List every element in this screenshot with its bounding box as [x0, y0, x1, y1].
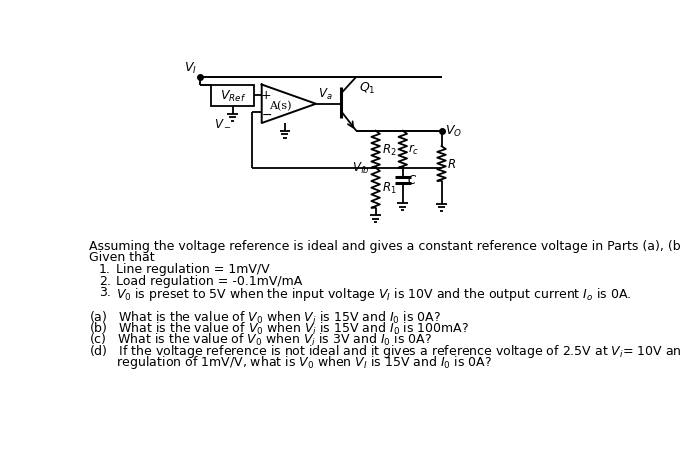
- Text: regulation of 1mV/V, what is $V_0$ when $V_I$ is 15V and $I_0$ is 0A?: regulation of 1mV/V, what is $V_0$ when …: [89, 354, 492, 370]
- Text: $V_O$: $V_O$: [445, 124, 462, 139]
- Text: $V_{Ref}$: $V_{Ref}$: [220, 89, 245, 104]
- Text: 2.: 2.: [99, 274, 111, 287]
- Text: $R_1$: $R_1$: [382, 181, 396, 196]
- Text: +: +: [261, 89, 272, 102]
- Text: $C$: $C$: [407, 174, 418, 187]
- Text: A(s): A(s): [269, 101, 292, 111]
- Text: Load regulation = -0.1mV/mA: Load regulation = -0.1mV/mA: [116, 274, 302, 287]
- Text: $Q_1$: $Q_1$: [358, 81, 375, 96]
- Text: Given that: Given that: [89, 250, 154, 263]
- Text: $V_-$: $V_-$: [214, 116, 232, 129]
- Text: Assuming the voltage reference is ideal and gives a constant reference voltage i: Assuming the voltage reference is ideal …: [89, 239, 680, 252]
- Text: $V_{fb}$: $V_{fb}$: [352, 161, 369, 176]
- Text: $R$: $R$: [447, 157, 456, 171]
- Text: $V_a$: $V_a$: [318, 87, 332, 102]
- Text: $r_c$: $r_c$: [408, 143, 420, 157]
- Bar: [211, 86, 254, 107]
- Text: $R_2$: $R_2$: [382, 142, 396, 157]
- Text: (b)   What is the value of $V_0$ when $V_i$ is 15V and $I_0$ is 100mA?: (b) What is the value of $V_0$ when $V_i…: [89, 320, 469, 336]
- Text: 1.: 1.: [99, 263, 111, 276]
- Text: 3.: 3.: [99, 285, 111, 298]
- Text: $V_I$: $V_I$: [184, 61, 197, 76]
- Text: $-$: $-$: [261, 108, 272, 121]
- Text: Line regulation = 1mV/V: Line regulation = 1mV/V: [116, 263, 270, 276]
- Text: (d)   If the voltage reference is not ideal and it gives a reference voltage of : (d) If the voltage reference is not idea…: [89, 342, 680, 359]
- Text: (c)   What is the value of $V_0$ when $V_i$ is 3V and $I_0$ is 0A?: (c) What is the value of $V_0$ when $V_i…: [89, 331, 432, 347]
- Text: (a)   What is the value of $V_0$ when $V_i$ is 15V and $I_0$ is 0A?: (a) What is the value of $V_0$ when $V_i…: [89, 309, 441, 325]
- Text: $V_0$ is preset to 5V when the input voltage $V_I$ is 10V and the output current: $V_0$ is preset to 5V when the input vol…: [116, 285, 631, 302]
